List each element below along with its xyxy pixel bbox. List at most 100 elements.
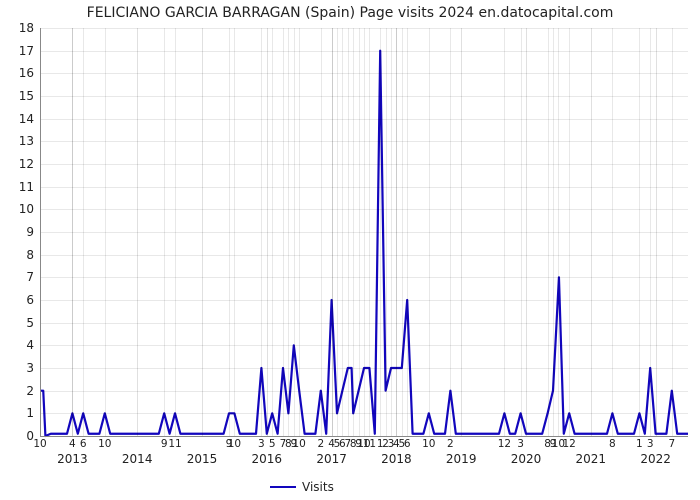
x-minor-gridline bbox=[639, 28, 640, 436]
x-year-gridline bbox=[656, 28, 657, 436]
x-minor-label: 2 bbox=[317, 436, 324, 450]
x-minor-label: 10 bbox=[98, 436, 111, 450]
legend-swatch bbox=[270, 486, 296, 488]
y-tick-label: 17 bbox=[19, 44, 40, 58]
y-tick-label: 13 bbox=[19, 134, 40, 148]
x-minor-label: 11 bbox=[363, 436, 376, 450]
x-minor-gridline bbox=[380, 28, 381, 436]
x-minor-label: 3 bbox=[647, 436, 654, 450]
x-minor-label: 9 bbox=[161, 436, 168, 450]
x-year-label: 2015 bbox=[187, 436, 218, 466]
x-minor-label: 10 bbox=[33, 436, 46, 450]
x-minor-gridline bbox=[175, 28, 176, 436]
x-minor-gridline bbox=[337, 28, 338, 436]
visits-line-chart: FELICIANO GARCIA BARRAGAN (Spain) Page v… bbox=[0, 0, 700, 500]
legend: Visits bbox=[270, 480, 334, 494]
x-minor-label: 1 bbox=[636, 436, 643, 450]
x-minor-gridline bbox=[364, 28, 365, 436]
y-tick-label: 4 bbox=[26, 338, 40, 352]
x-minor-gridline bbox=[407, 28, 408, 436]
x-year-label: 2022 bbox=[640, 436, 671, 466]
y-tick-label: 1 bbox=[26, 406, 40, 420]
x-year-label: 2020 bbox=[511, 436, 542, 466]
x-minor-label: 5 bbox=[269, 436, 276, 450]
y-tick-label: 3 bbox=[26, 361, 40, 375]
x-year-label: 2016 bbox=[252, 436, 283, 466]
x-minor-gridline bbox=[229, 28, 230, 436]
x-minor-gridline bbox=[504, 28, 505, 436]
x-minor-gridline bbox=[391, 28, 392, 436]
y-tick-label: 6 bbox=[26, 293, 40, 307]
x-minor-gridline bbox=[429, 28, 430, 436]
y-tick-label: 5 bbox=[26, 316, 40, 330]
x-minor-label: 12 bbox=[498, 436, 511, 450]
x-year-gridline bbox=[267, 28, 268, 436]
x-minor-label: 10 bbox=[422, 436, 435, 450]
y-tick-label: 12 bbox=[19, 157, 40, 171]
x-minor-gridline bbox=[299, 28, 300, 436]
x-minor-gridline bbox=[234, 28, 235, 436]
x-minor-gridline bbox=[386, 28, 387, 436]
x-minor-gridline bbox=[261, 28, 262, 436]
x-minor-gridline bbox=[283, 28, 284, 436]
y-tick-label: 8 bbox=[26, 248, 40, 262]
chart-title: FELICIANO GARCIA BARRAGAN (Spain) Page v… bbox=[0, 5, 700, 21]
x-year-gridline bbox=[202, 28, 203, 436]
x-minor-gridline bbox=[83, 28, 84, 436]
plot-area: 0123456789101112131415161718201320142015… bbox=[40, 28, 688, 436]
x-minor-label: 3 bbox=[258, 436, 265, 450]
x-year-gridline bbox=[591, 28, 592, 436]
x-minor-gridline bbox=[612, 28, 613, 436]
x-minor-label: 4 bbox=[69, 436, 76, 450]
x-minor-gridline bbox=[348, 28, 349, 436]
x-minor-gridline bbox=[396, 28, 397, 436]
x-year-label: 2021 bbox=[576, 436, 607, 466]
y-tick-label: 18 bbox=[19, 21, 40, 35]
x-minor-gridline bbox=[294, 28, 295, 436]
x-minor-gridline bbox=[569, 28, 570, 436]
y-tick-label: 15 bbox=[19, 89, 40, 103]
y-tick-label: 16 bbox=[19, 66, 40, 80]
x-year-gridline bbox=[137, 28, 138, 436]
x-year-label: 2014 bbox=[122, 436, 153, 466]
x-minor-gridline bbox=[164, 28, 165, 436]
x-minor-gridline bbox=[672, 28, 673, 436]
x-minor-label: 10 bbox=[228, 436, 241, 450]
x-minor-gridline bbox=[105, 28, 106, 436]
x-minor-gridline bbox=[272, 28, 273, 436]
x-minor-gridline bbox=[342, 28, 343, 436]
x-minor-gridline bbox=[288, 28, 289, 436]
x-minor-gridline bbox=[558, 28, 559, 436]
x-minor-label: 2 bbox=[447, 436, 454, 450]
y-tick-label: 14 bbox=[19, 112, 40, 126]
x-minor-label: 12 bbox=[563, 436, 576, 450]
x-minor-gridline bbox=[353, 28, 354, 436]
y-tick-label: 9 bbox=[26, 225, 40, 239]
y-tick-label: 11 bbox=[19, 180, 40, 194]
x-minor-label: 7 bbox=[668, 436, 675, 450]
y-tick-label: 2 bbox=[26, 384, 40, 398]
x-minor-gridline bbox=[332, 28, 333, 436]
x-minor-gridline bbox=[72, 28, 73, 436]
x-minor-label: 6 bbox=[80, 436, 87, 450]
x-minor-gridline bbox=[650, 28, 651, 436]
x-year-gridline bbox=[461, 28, 462, 436]
x-minor-gridline bbox=[450, 28, 451, 436]
x-minor-gridline bbox=[553, 28, 554, 436]
x-minor-label: 11 bbox=[168, 436, 181, 450]
x-minor-label: 6 bbox=[404, 436, 411, 450]
x-minor-label: 8 bbox=[609, 436, 616, 450]
y-axis-line bbox=[40, 28, 41, 436]
x-minor-label: 10 bbox=[293, 436, 306, 450]
x-minor-gridline bbox=[402, 28, 403, 436]
x-minor-gridline bbox=[321, 28, 322, 436]
legend-label: Visits bbox=[302, 480, 334, 494]
y-tick-label: 7 bbox=[26, 270, 40, 284]
x-minor-gridline bbox=[369, 28, 370, 436]
x-minor-label: 3 bbox=[517, 436, 524, 450]
x-minor-gridline bbox=[548, 28, 549, 436]
x-minor-gridline bbox=[359, 28, 360, 436]
x-axis-line bbox=[40, 436, 688, 437]
x-year-gridline bbox=[526, 28, 527, 436]
x-minor-gridline bbox=[521, 28, 522, 436]
